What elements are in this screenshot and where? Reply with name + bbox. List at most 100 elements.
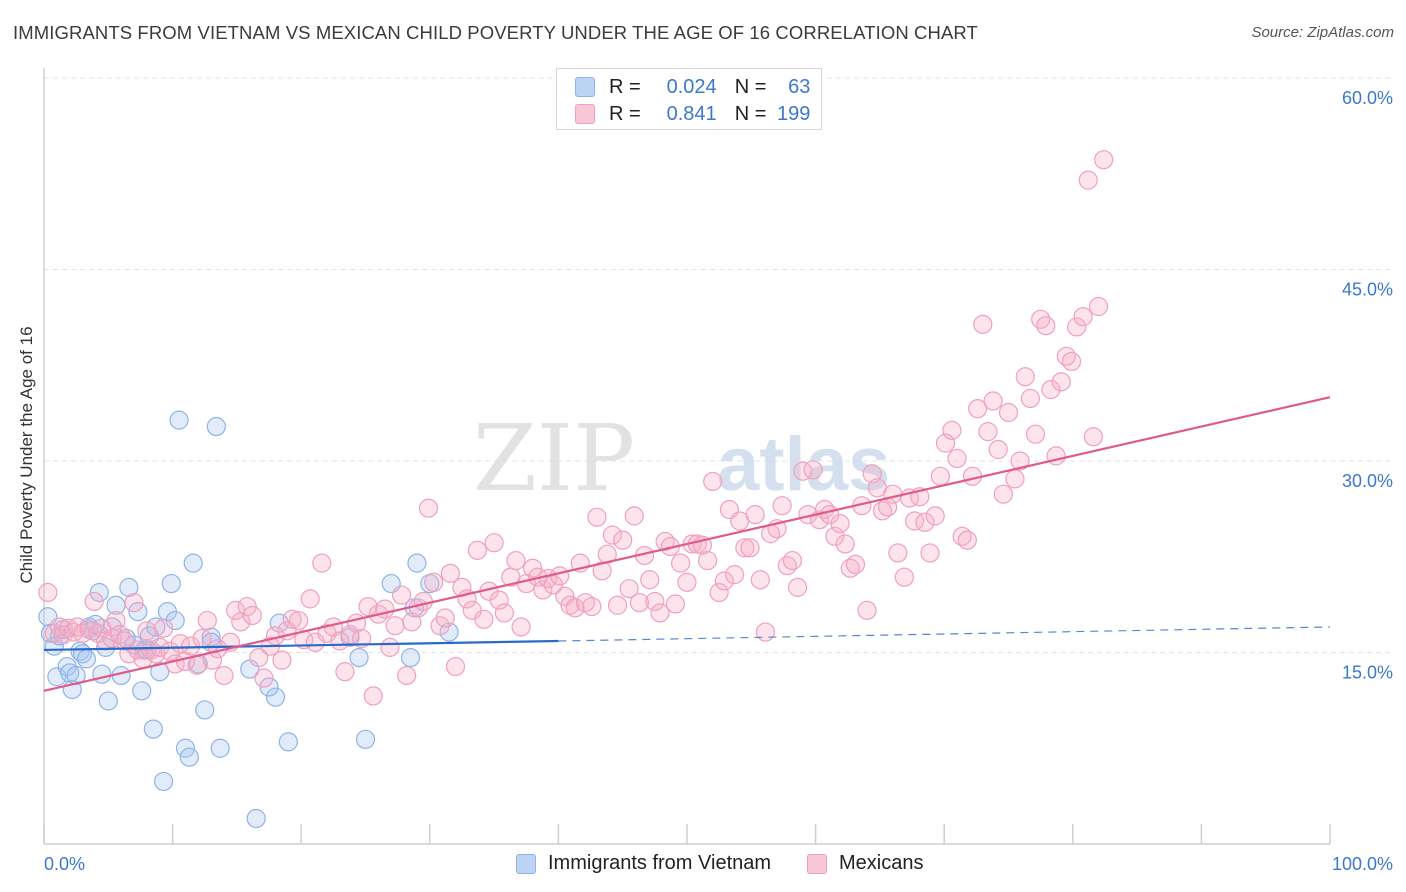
point-mexicans [777,556,797,576]
trend-lines [43,396,1331,692]
point-vietnam [143,719,163,739]
point-mexicans [835,534,855,554]
point-mexicans [920,543,940,563]
legend-swatch-mexicans [575,104,595,124]
point-mexicans [665,594,686,614]
point-mexicans [905,511,925,531]
point-mexicans [845,554,866,575]
point-mexicans [957,530,977,550]
point-mexicans [655,531,675,552]
point-vietnam [89,582,109,603]
point-mexicans [335,662,355,682]
point-mexicans [88,623,108,643]
point-mexicans [523,558,543,578]
data-points [38,150,1114,829]
point-mexicans [511,617,531,637]
y-axis-label: Child Poverty Under the Age of 16 [17,326,36,584]
point-mexicans [489,590,509,610]
point-mexicans [435,608,455,628]
point-mexicans [750,570,770,590]
series-legend: Immigrants from Vietnam Mexicans [0,852,1406,878]
point-mexicans [1036,316,1056,336]
point-mexicans [1010,451,1030,471]
point-vietnam [161,573,181,594]
x-tick-label-min: 0.0% [44,854,85,874]
point-mexicans [1078,170,1098,190]
point-mexicans [607,595,628,615]
point-mexicans [249,648,269,668]
point-mexicans [110,625,130,645]
point-mexicans [67,617,88,637]
point-mexicans [782,550,803,571]
legend-r-value: 0.841 [666,102,717,125]
point-vietnam [92,664,112,684]
point-mexicans [993,484,1013,504]
point-mexicans [1005,469,1025,489]
point-mexicans [272,650,292,670]
point-mexicans [197,610,217,631]
watermark-zip: ZIP [473,405,635,512]
legend-row-vietnam: R = 0.024 N = 63 [575,74,810,100]
point-mexicans [418,498,439,518]
legend-r-label: R = [609,102,641,125]
point-mexicans [380,637,400,657]
point-mexicans [947,448,967,469]
source-label: Source: ZipAtlas.com [1251,24,1394,41]
point-mexicans [714,571,734,591]
point-mexicans [153,618,174,638]
point-mexicans [629,593,650,613]
x-tick-label-max: 100.0% [1332,854,1393,874]
legend-n-value: 199 [777,102,811,125]
point-vietnam [349,648,369,668]
point-mexicans [825,526,845,546]
point-mexicans [650,603,670,623]
point-mexicans [237,596,257,617]
point-mexicans [506,550,526,571]
point-mexicans [445,656,466,677]
point-mexicans [888,543,908,563]
y-tick-label: 30.0% [1342,471,1393,491]
gridlines [44,77,1392,653]
point-mexicans [582,596,602,617]
point-mexicans [942,420,962,440]
point-mexicans [930,466,950,486]
point-mexicans [413,591,433,612]
point-vietnam [259,677,279,697]
point-vietnam [246,808,266,829]
point-mexicans [952,526,972,546]
trend-line-vietnam-extension [558,626,1331,642]
point-vietnam [206,416,226,437]
point-mexicans [787,577,808,597]
axes [43,68,1331,845]
y-tick-label: 15.0% [1342,663,1393,683]
legend-swatch-vietnam [575,77,595,97]
point-mexicans [978,422,998,442]
point-mexicans [1073,307,1093,327]
y-tick-label: 45.0% [1342,280,1393,300]
point-mexicans [1015,367,1035,387]
point-mexicans [670,553,691,573]
point-mexicans [793,461,813,481]
watermark-atlas: atlas [717,422,890,507]
point-mexicans [883,484,903,504]
watermark: ZIP atlas [473,405,890,512]
point-vietnam [278,732,298,752]
point-mexicans [619,579,639,599]
legend-n-label: N = [734,102,767,125]
point-mexicans [1056,346,1076,366]
point-mexicans [474,609,494,629]
point-mexicans [1094,150,1114,170]
point-mexicans [925,506,945,526]
point-mexicans [312,553,332,573]
point-mexicans [214,665,234,686]
point-vietnam [269,613,289,633]
point-mexicans [494,603,514,623]
point-vietnam [76,649,97,669]
legend-n-value: 63 [788,75,811,98]
point-mexicans [402,612,422,632]
point-vietnam [195,700,215,720]
point-mexicans [640,570,660,590]
point-vietnam [265,687,286,707]
point-mexicans [740,538,760,558]
